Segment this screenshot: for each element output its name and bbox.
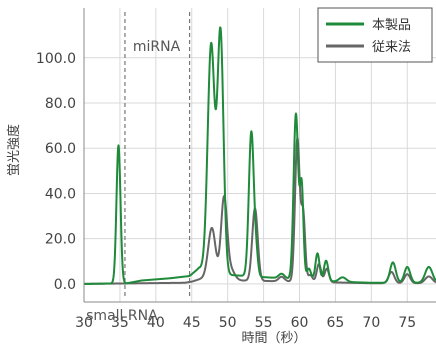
- y-tick-label: 60.0: [45, 141, 76, 157]
- x-tick-label: 30: [75, 315, 93, 331]
- axes: [83, 8, 436, 303]
- x-tick-label: 55: [255, 315, 273, 331]
- x-tick-label: 65: [327, 315, 345, 331]
- x-axis-title: 時間（秒）: [241, 331, 306, 344]
- y-tick-label: 100.0: [36, 51, 76, 67]
- tick-labels: 0.0 20.0 40.0 60.0 80.0 100.0 30 35 40 45 50 55 60 65…: [6, 51, 416, 344]
- y-tick-label: 40.0: [45, 186, 76, 202]
- y-tick-label: 0.0: [54, 277, 76, 293]
- annotation-1: small RNA: [86, 308, 158, 324]
- region-dividers: [124, 12, 191, 296]
- x-tick-label: 35: [111, 315, 129, 331]
- x-tick-label: 70: [362, 315, 380, 331]
- annotations: miRNA small RNA: [86, 39, 180, 324]
- x-tick-label: 40: [147, 315, 165, 331]
- series-line-product: [83, 26, 436, 285]
- series-lines: [83, 26, 436, 285]
- x-tick-label: 75: [398, 315, 416, 331]
- x-tick-label: 50: [219, 315, 237, 331]
- legend-label: 従来法: [372, 40, 411, 55]
- y-axis-title: 蛍光強度: [6, 124, 22, 176]
- x-tick-label: 60: [291, 315, 309, 331]
- annotation-0: miRNA: [133, 39, 181, 55]
- y-tick-label: 20.0: [45, 232, 76, 248]
- x-tick-label: 45: [183, 315, 201, 331]
- y-tick-label: 80.0: [45, 96, 76, 112]
- legend-label: 本製品: [372, 18, 411, 33]
- legend-box: [317, 7, 433, 63]
